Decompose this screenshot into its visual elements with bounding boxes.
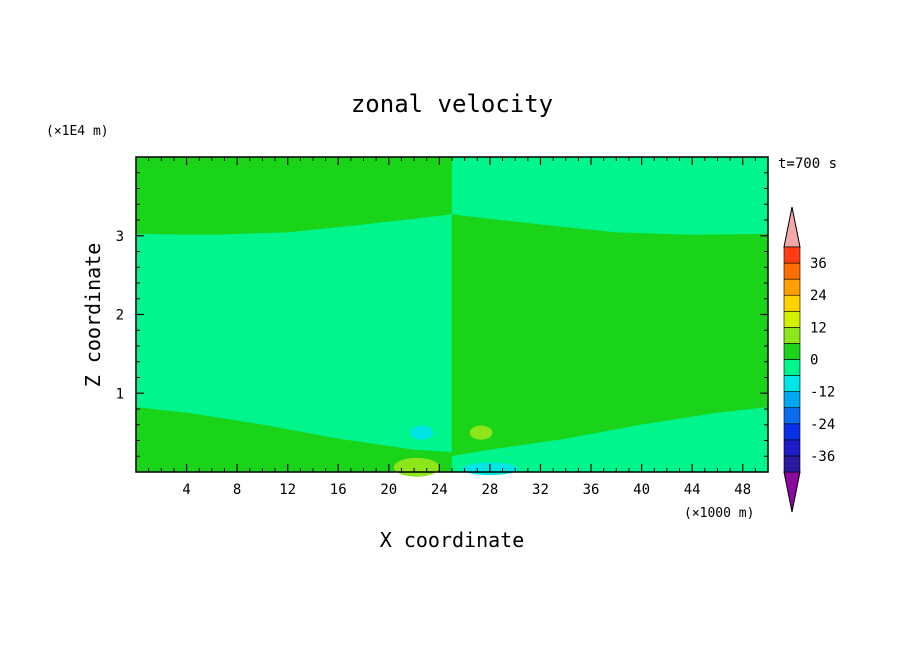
x-tick-label: 36: [583, 482, 600, 498]
colorbar-segment: [783, 391, 801, 409]
x-tick-label: 24: [431, 482, 448, 498]
x-tick-label: 20: [380, 482, 397, 498]
y-unit-label: (×1E4 m): [46, 124, 109, 139]
chart-title: zonal velocity: [351, 90, 553, 118]
x-unit-label: (×1000 m): [684, 506, 754, 521]
colorbar-label: 24: [810, 288, 827, 304]
x-tick-label: 44: [684, 482, 701, 498]
field-blob-2: [469, 425, 493, 440]
colorbar: 36 24 12 0 -12 -24 -36: [783, 206, 835, 513]
colorbar-segment: [783, 423, 801, 441]
velocity-field: [135, 156, 769, 477]
y-tick-label: 3: [116, 229, 124, 245]
colorbar-segment: [783, 407, 801, 425]
colorbar-segment: [783, 246, 801, 264]
y-tick-label: 2: [116, 308, 124, 324]
colorbar-segment: [783, 278, 801, 296]
colorbar-segment: [783, 455, 801, 473]
time-label: t=700 s: [778, 156, 837, 172]
x-tick-label: 8: [233, 482, 241, 498]
field-blob-1: [410, 425, 434, 440]
colorbar-segment: [783, 359, 801, 376]
plot-area: 4 8 12 16 20 24 28 32 36 40 44 48 123: [116, 156, 769, 498]
y-axis-title: Z coordinate: [81, 243, 105, 388]
colorbar-label: 36: [810, 256, 827, 272]
colorbar-segment: [783, 375, 801, 392]
x-tick-label: 28: [481, 482, 498, 498]
colorbar-label: -12: [810, 385, 835, 401]
colorbar-label: 0: [810, 353, 818, 369]
colorbar-segment: [783, 343, 801, 360]
x-tick-label: 12: [279, 482, 296, 498]
x-tick-label: 4: [182, 482, 190, 498]
x-tick-label: 40: [633, 482, 650, 498]
x-axis-title: X coordinate: [380, 528, 525, 552]
y-axis-ticks: 1 2 3: [116, 172, 768, 457]
colorbar-segment: [783, 327, 801, 344]
x-tick-label: 32: [532, 482, 549, 498]
colorbar-label: 12: [810, 320, 827, 336]
x-axis-ticks: 4 8 12 16 20 24 28 32 36 40 44 48: [148, 157, 756, 498]
colorbar-under-triangle: [783, 471, 801, 513]
colorbar-over-triangle: [783, 206, 801, 248]
colorbar-segment: [783, 262, 801, 280]
colorbar-segment: [783, 294, 801, 312]
colorbar-segment: [783, 439, 801, 457]
colorbar-label: -36: [810, 449, 835, 465]
field-blob-3: [393, 457, 440, 477]
colorbar-label: -24: [810, 417, 835, 433]
colorbar-segment: [783, 310, 801, 328]
y-tick-label: 1: [116, 386, 124, 402]
x-tick-label: 16: [330, 482, 347, 498]
x-tick-label: 48: [734, 482, 751, 498]
